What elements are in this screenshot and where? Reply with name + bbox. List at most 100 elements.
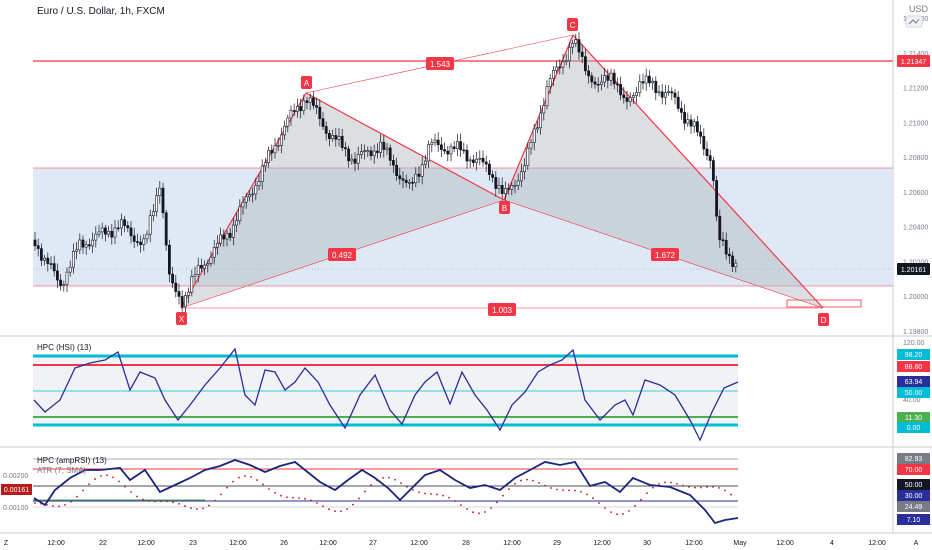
candle-body	[238, 206, 242, 221]
candle-body	[606, 75, 610, 81]
candle-body	[599, 81, 603, 85]
candle-body	[184, 295, 187, 308]
candle-body	[571, 43, 575, 48]
atr-dot	[268, 488, 270, 490]
candle-body	[52, 263, 56, 272]
candlesticks	[33, 32, 738, 314]
candle-body	[545, 86, 549, 106]
ratio-xd-badge: 1.003	[488, 303, 516, 316]
time-tick-label: 12:00	[319, 540, 337, 547]
time-tick-label: 12:00	[137, 540, 155, 547]
ratio-xc-label: 1.543	[430, 60, 451, 69]
atr-dot	[124, 485, 126, 488]
atr-dot	[316, 502, 318, 504]
hsi-indicator[interactable]	[33, 347, 739, 442]
amp-top-badge: 82.93	[897, 453, 930, 464]
candle-body	[200, 265, 203, 269]
candle-body	[55, 270, 59, 281]
atr-dot	[706, 486, 708, 488]
candle-body	[475, 158, 479, 163]
atr-dot	[220, 493, 222, 496]
candle-body	[334, 135, 338, 140]
candle-body	[340, 135, 344, 148]
time-tick-label: 12:00	[410, 540, 428, 547]
candle-body	[65, 271, 69, 285]
atr-dot	[730, 493, 732, 496]
candle-body	[411, 181, 415, 184]
candle-body	[62, 284, 66, 286]
candle-body	[299, 106, 303, 111]
atr-dot	[286, 496, 288, 499]
candle-body	[302, 100, 306, 111]
ratio-bd-label: 1.672	[655, 251, 676, 260]
candle-body	[513, 184, 517, 187]
candle-body	[382, 141, 386, 150]
atr-dot	[484, 511, 486, 513]
candle-body	[468, 159, 472, 162]
atr-dot	[166, 500, 168, 503]
candle-body	[324, 126, 328, 134]
atr-dot	[274, 492, 276, 494]
atr-dot	[502, 494, 504, 497]
candle-body	[724, 240, 728, 255]
candle-body	[519, 171, 523, 182]
atr-dot	[646, 492, 648, 495]
atr-dot	[538, 482, 540, 484]
time-axis[interactable]: Z 12:00 22 12:00 23 12:00 26 12:00 27 12:00 28 12:0…	[4, 540, 919, 547]
candle-body	[248, 194, 251, 198]
candle-body	[136, 241, 139, 243]
candle-body	[148, 215, 152, 235]
candle-body	[679, 108, 683, 113]
hsi-lower-badge: 0.00	[897, 422, 930, 433]
hsi-green-value: 11.30	[905, 415, 922, 422]
candle-body	[443, 149, 447, 152]
candle-body	[625, 97, 629, 102]
candle-body	[232, 224, 235, 238]
amprsi-indicator[interactable]	[33, 458, 739, 525]
atr-dot	[322, 505, 324, 508]
atr-dot	[148, 500, 150, 502]
candle-body	[503, 188, 507, 194]
last-price-badge: 1.20161	[897, 263, 930, 275]
candle-body	[305, 100, 309, 103]
candle-body	[628, 97, 632, 102]
candle-body	[398, 175, 402, 180]
candle-body	[225, 232, 229, 240]
atr-dot	[676, 482, 678, 485]
hsi-value-badge: 63.94	[897, 376, 930, 387]
candle-body	[72, 251, 75, 268]
currency-label: USD	[909, 4, 929, 14]
candle-body	[670, 91, 674, 94]
atr-dot	[280, 494, 282, 497]
amp-gray-value: 24.49	[905, 504, 923, 511]
atr-dot	[610, 511, 612, 513]
amp-mid-value: 50.00	[905, 482, 923, 489]
hsi-upper-value: 98.20	[905, 352, 923, 359]
atr-dot	[544, 484, 546, 487]
atr-dot	[292, 496, 294, 499]
candle-body	[292, 110, 296, 112]
atr-dot	[340, 510, 342, 513]
hsi-lower-value: 0.00	[907, 425, 921, 432]
candle-body	[452, 146, 456, 149]
atr-dot	[328, 508, 330, 511]
candle-body	[75, 249, 79, 252]
candle-body	[260, 165, 264, 182]
time-tick-label: Z	[4, 540, 9, 547]
candle-body	[110, 230, 114, 238]
candle-body	[263, 162, 267, 167]
candle-body	[168, 244, 171, 275]
atr-dot	[688, 486, 690, 488]
candle-body	[507, 188, 511, 190]
settings-icon[interactable]	[905, 15, 923, 28]
atr-dot	[640, 498, 642, 501]
time-tick-label: 23	[189, 540, 197, 547]
hsi-red-badge: 88.60	[897, 361, 930, 372]
candle-body	[311, 97, 315, 106]
candle-body	[436, 139, 440, 146]
resistance-price-badge: 1.21347	[897, 55, 930, 67]
candle-body	[315, 105, 319, 108]
atr-dot	[496, 501, 498, 504]
atr-dot	[160, 500, 162, 503]
